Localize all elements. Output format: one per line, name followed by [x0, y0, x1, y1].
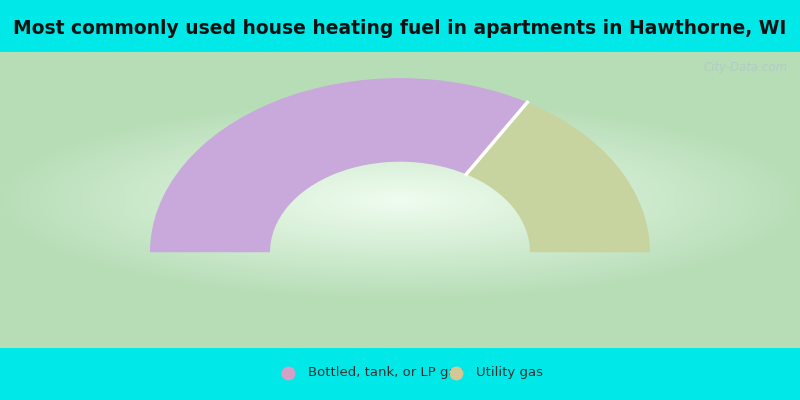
- Text: Most commonly used house heating fuel in apartments in Hawthorne, WI: Most commonly used house heating fuel in…: [14, 19, 786, 38]
- Wedge shape: [466, 102, 650, 252]
- Text: Bottled, tank, or LP gas: Bottled, tank, or LP gas: [308, 366, 463, 380]
- Text: City-Data.com: City-Data.com: [703, 61, 787, 74]
- Wedge shape: [150, 78, 527, 252]
- Text: Utility gas: Utility gas: [476, 366, 543, 380]
